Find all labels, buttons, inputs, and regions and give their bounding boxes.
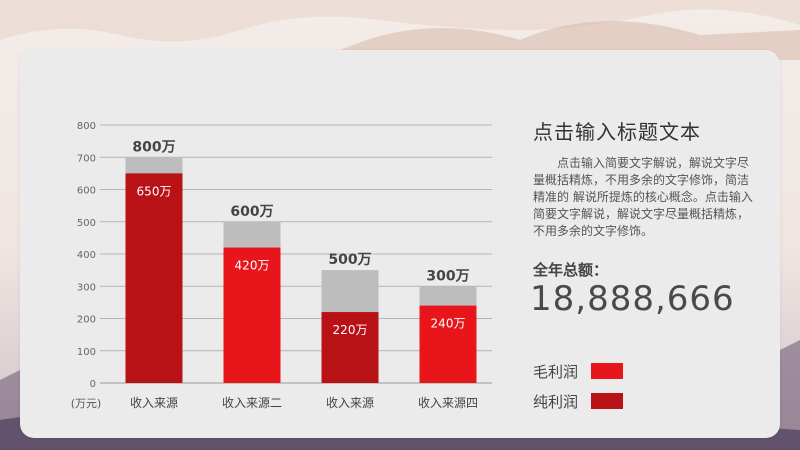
y-tick-label: 200 — [77, 315, 96, 326]
y-tick-label: 500 — [77, 218, 96, 229]
y-tick-label: 400 — [77, 250, 96, 261]
x-tick-label: 收入来源四 — [418, 396, 478, 410]
y-tick-label: 300 — [77, 282, 96, 293]
data-label-total: 500万 — [328, 252, 371, 268]
data-label-inner: 420万 — [235, 259, 270, 273]
section-title: 点击输入标题文本 — [533, 120, 701, 144]
bar-inner — [223, 247, 281, 383]
x-tick-label: 收入来源二 — [222, 396, 282, 410]
y-tick-label: 100 — [77, 347, 96, 358]
legend-label: 纯利润 — [533, 393, 579, 411]
data-label-inner: 220万 — [333, 323, 368, 337]
data-label-total: 300万 — [426, 268, 469, 284]
legend-swatch-gross — [591, 363, 623, 379]
y-tick-label: 600 — [77, 186, 96, 197]
x-tick-label: 收入来源 — [326, 396, 374, 410]
legend-item-net: 纯利润 — [533, 391, 623, 412]
y-tick-label: 0 — [90, 379, 96, 390]
y-tick-label: 800 — [77, 121, 96, 132]
data-label-inner: 650万 — [137, 184, 172, 198]
data-label-total: 800万 — [132, 139, 175, 155]
data-label-total: 600万 — [230, 204, 273, 220]
description-text: 点击输入简要文字解说，解说文字尽量概括精炼，不用多余的文字修饰，简洁精准的 解说… — [533, 156, 753, 238]
data-label-inner: 240万 — [431, 317, 466, 331]
bar-inner — [125, 173, 183, 383]
y-unit-label: (万元) — [71, 397, 102, 410]
total-value: 18,888,666 — [530, 279, 735, 319]
x-tick-label: 收入来源 — [130, 396, 178, 410]
total-label: 全年总额： — [533, 261, 609, 279]
legend-label: 毛利润 — [533, 363, 579, 381]
legend-item-gross: 毛利润 — [533, 361, 623, 382]
legend-swatch-net — [591, 393, 623, 409]
bar-inner — [321, 312, 379, 383]
bar-inner — [419, 305, 477, 383]
y-tick-label: 700 — [77, 153, 96, 164]
